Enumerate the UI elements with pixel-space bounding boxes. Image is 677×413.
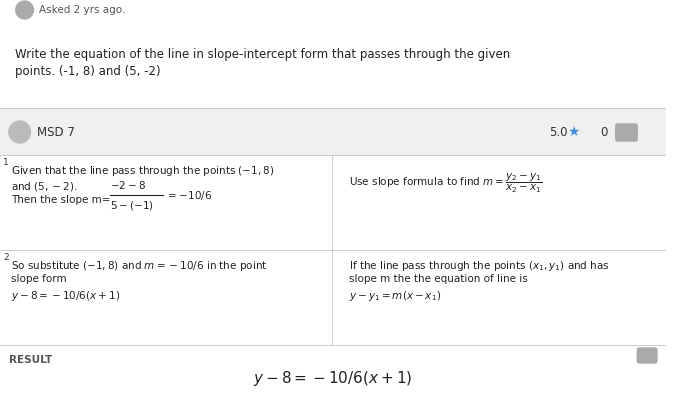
Text: $y - y_1 = m(x - x_1)$: $y - y_1 = m(x - x_1)$ bbox=[349, 289, 441, 303]
Text: $y - 8 = -10/6(x+1)$: $y - 8 = -10/6(x+1)$ bbox=[253, 370, 412, 389]
Text: ★: ★ bbox=[567, 125, 580, 139]
Text: Given that the line pass through the points $(-1, 8)$: Given that the line pass through the poi… bbox=[11, 164, 274, 178]
Text: Use slope formula to find $m = \dfrac{y_2 - y_1}{x_2 - x_1}$: Use slope formula to find $m = \dfrac{y_… bbox=[349, 171, 542, 195]
Bar bbox=[0, 155, 665, 345]
Text: 1: 1 bbox=[3, 158, 9, 167]
Text: slope form: slope form bbox=[11, 274, 66, 284]
FancyBboxPatch shape bbox=[637, 348, 657, 363]
Text: Then the slope m=: Then the slope m= bbox=[11, 195, 110, 205]
Bar bbox=[0, 0, 665, 108]
Text: = $-10/6$: = $-10/6$ bbox=[167, 188, 213, 202]
Text: If the line pass through the points $(x_1, y_1)$ and has: If the line pass through the points $(x_… bbox=[349, 259, 610, 273]
Circle shape bbox=[9, 121, 30, 143]
FancyBboxPatch shape bbox=[615, 124, 637, 141]
Bar bbox=[0, 345, 665, 413]
Text: $-2-8$: $-2-8$ bbox=[110, 179, 146, 191]
Text: slope m the the equation of line is: slope m the the equation of line is bbox=[349, 274, 528, 284]
Text: 5.0: 5.0 bbox=[549, 126, 567, 138]
Text: Asked 2 yrs ago.: Asked 2 yrs ago. bbox=[39, 5, 126, 15]
Text: So substitute $(-1, 8)$ and $m = -10/6$ in the point: So substitute $(-1, 8)$ and $m = -10/6$ … bbox=[11, 259, 267, 273]
Text: and $(5, -2)$.: and $(5, -2)$. bbox=[11, 180, 77, 193]
Bar bbox=[0, 108, 665, 155]
Text: $y - 8 = -10/6(x+1)$: $y - 8 = -10/6(x+1)$ bbox=[11, 289, 120, 303]
Text: MSD 7: MSD 7 bbox=[37, 126, 75, 138]
Text: Write the equation of the line in slope-intercept form that passes through the g: Write the equation of the line in slope-… bbox=[15, 48, 510, 61]
Text: RESULT: RESULT bbox=[9, 355, 52, 365]
Text: $5-(-1)$: $5-(-1)$ bbox=[110, 199, 154, 212]
Text: 2: 2 bbox=[3, 253, 9, 262]
Text: 0: 0 bbox=[600, 126, 607, 138]
Text: points. (-1, 8) and (5, -2): points. (-1, 8) and (5, -2) bbox=[15, 65, 160, 78]
Circle shape bbox=[16, 1, 33, 19]
